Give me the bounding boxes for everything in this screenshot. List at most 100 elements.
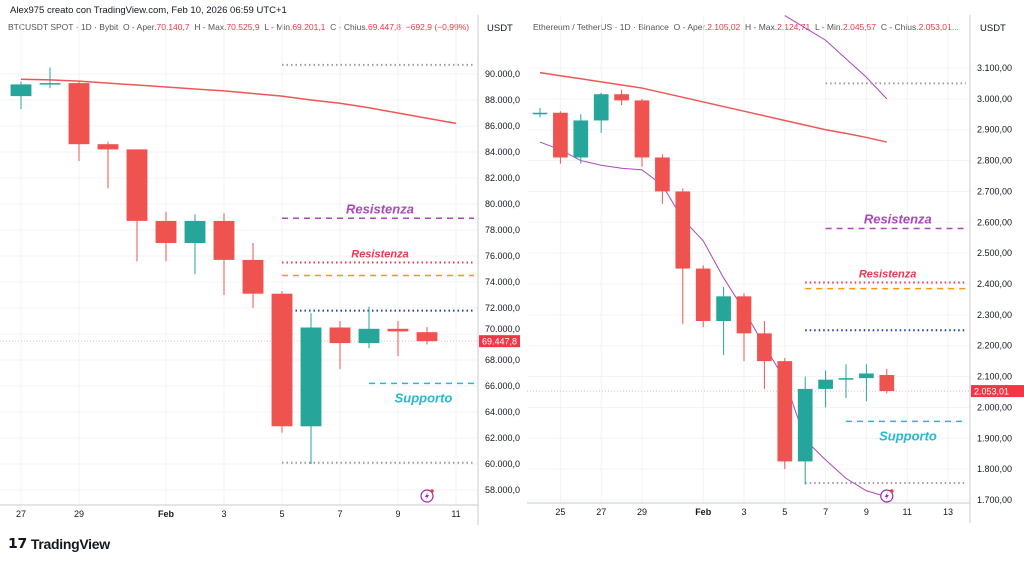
tradingview-logo-icon: 𝟭𝟳: [8, 535, 27, 551]
tradingview-brand[interactable]: 𝟭𝟳 TradingView: [8, 535, 110, 552]
x-tick-label: 11: [903, 507, 912, 517]
candle-body: [716, 296, 731, 322]
y-tick-label: 2.600,00: [977, 217, 1012, 227]
y-tick-label: 62.000,0: [485, 433, 520, 443]
close-label: C - Chius.: [880, 22, 919, 32]
x-tick-label: 3: [221, 509, 226, 519]
x-tick-label: Feb: [695, 507, 712, 517]
y-tick-label: 2.400,00: [977, 279, 1012, 289]
candle-body: [271, 293, 293, 427]
candle-body: [213, 220, 235, 260]
y-tick-label: 1.700,00: [977, 495, 1012, 505]
candle-body: [553, 112, 568, 158]
x-tick-label: 9: [864, 507, 869, 517]
btc-legend: BTCUSDT SPOT · 1D · Bybit O - Aper.70.14…: [8, 22, 469, 32]
y-tick-label: 72.000,0: [485, 303, 520, 313]
y-tick-label: 1.900,00: [977, 433, 1012, 443]
candle-body: [757, 333, 772, 362]
open-value: 2.105,02: [707, 22, 741, 32]
candle-body: [358, 328, 380, 344]
eth-chart[interactable]: 3.100,00 3.000,00 2.900,00 2.800,00 2.700,00…: [520, 0, 1024, 525]
candle-body: [634, 100, 650, 158]
candle-body: [10, 84, 32, 97]
y-tick-label: 74.000,0: [485, 277, 520, 287]
y-tick-label: 64.000,0: [485, 407, 520, 417]
x-tick-label: 5: [279, 509, 284, 519]
level-label: Resistenza: [859, 268, 916, 280]
y-tick-label: 1.800,00: [977, 464, 1012, 474]
y-tick-label: 2.200,00: [977, 341, 1012, 351]
y-tick-label: 90.000,0: [485, 69, 520, 79]
high-value: 70.525,9: [226, 22, 260, 32]
close-value: 2.053,01...: [918, 22, 959, 32]
level-label: Resistenza: [864, 211, 932, 226]
candle-body: [675, 191, 691, 269]
close-label: C - Chius.: [330, 22, 368, 32]
candle-body: [532, 112, 548, 115]
candle-body: [300, 327, 322, 427]
change-value: −692,9 (−0,99%): [405, 22, 470, 32]
price-tag: [971, 385, 1024, 398]
y-tick-label: 88.000,0: [485, 95, 520, 105]
open-value: 70.140,7: [156, 22, 190, 32]
lightning-bolt: [425, 492, 429, 500]
y-tick-label: 80.000,0: [485, 199, 520, 209]
open-label: O - Aper.: [122, 22, 157, 32]
y-tick-label: 2.300,00: [977, 310, 1012, 320]
y-tick-label: 76.000,0: [485, 251, 520, 261]
moving-average-line: [539, 71, 887, 143]
candle-body: [573, 120, 589, 158]
eth-unit: USDT: [980, 23, 1006, 34]
y-tick-label: 84.000,0: [485, 147, 520, 157]
x-tick-label: 27: [596, 507, 606, 517]
candle-body: [97, 144, 119, 150]
high-value: 2.124,71: [777, 22, 811, 32]
low-label: L - Min.: [264, 22, 293, 32]
candle-body: [416, 332, 438, 342]
y-tick-label: 68.000,0: [485, 355, 520, 365]
candle-body: [695, 268, 711, 322]
x-tick-label: 29: [74, 509, 84, 519]
open-label: O - Aper.: [673, 22, 708, 32]
x-tick-label: 7: [823, 507, 828, 517]
close-value: 69.447,8: [367, 22, 402, 32]
lightning-bolt: [884, 492, 889, 500]
alert-dot: [430, 489, 434, 493]
y-tick-label: 86.000,0: [485, 121, 520, 131]
y-tick-label: 3.100,00: [977, 63, 1012, 73]
x-tick-label: 9: [395, 509, 400, 519]
x-tick-label: 7: [337, 509, 342, 519]
moving-average-line: [20, 78, 457, 125]
candle-body: [797, 388, 813, 462]
price-tag-label: 2.053,01: [974, 387, 1009, 397]
y-tick-label: 82.000,0: [485, 173, 520, 183]
candle-body: [68, 83, 90, 145]
candle-body: [39, 83, 61, 85]
candle-body: [184, 220, 206, 243]
y-tick-label: 78.000,0: [485, 225, 520, 235]
level-label: Supporto: [395, 390, 453, 405]
level-label: Resistenza: [346, 201, 414, 216]
x-tick-label: 29: [637, 507, 647, 517]
moving-average-line: [539, 141, 887, 498]
chart-credit: Alex975 creato con TradingView.com, Feb …: [10, 5, 287, 16]
alert-dot: [890, 489, 894, 493]
x-tick-label: 13: [943, 507, 953, 517]
brand-name: TradingView: [30, 535, 110, 552]
low-label: L - Min.: [814, 22, 843, 32]
x-tick-label: 3: [741, 507, 746, 517]
x-tick-label: Feb: [158, 509, 175, 519]
candle-body: [242, 259, 264, 294]
y-tick-label: 2.100,00: [977, 372, 1012, 382]
y-tick-label: 2.700,00: [977, 186, 1012, 196]
low-value: 2.045,57: [843, 22, 877, 32]
btc-chart[interactable]: 90.000,0 88.000,0 86.000,0 84.000,0 82.000,0…: [0, 0, 520, 525]
high-label: H - Max.: [194, 22, 227, 32]
level-label: Supporto: [879, 428, 937, 443]
btc-unit: USDT: [487, 23, 513, 34]
y-tick-label: 66.000,0: [485, 381, 520, 391]
y-tick-label: 58.000,0: [485, 485, 520, 495]
y-tick-label: 2.500,00: [977, 248, 1012, 258]
x-tick-label: 25: [555, 507, 565, 517]
moving-average-line: [784, 15, 888, 100]
